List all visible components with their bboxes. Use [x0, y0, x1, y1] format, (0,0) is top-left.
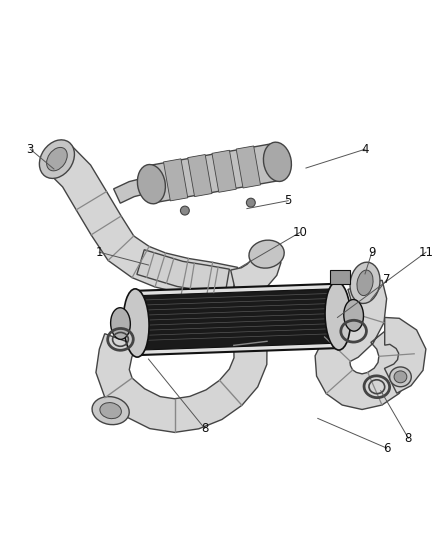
Ellipse shape — [325, 282, 351, 350]
Text: 3: 3 — [27, 143, 34, 156]
Text: 7: 7 — [383, 273, 390, 286]
Polygon shape — [385, 318, 426, 393]
Text: 10: 10 — [293, 226, 307, 239]
Bar — [330, 270, 350, 284]
Text: 11: 11 — [419, 246, 434, 259]
Polygon shape — [96, 306, 368, 432]
Polygon shape — [137, 250, 230, 295]
Ellipse shape — [111, 308, 131, 340]
Ellipse shape — [138, 165, 166, 204]
Polygon shape — [188, 155, 212, 197]
Polygon shape — [212, 150, 236, 192]
Ellipse shape — [247, 198, 255, 207]
Ellipse shape — [390, 367, 411, 387]
Ellipse shape — [180, 206, 189, 215]
Ellipse shape — [92, 397, 129, 425]
Ellipse shape — [394, 371, 407, 383]
Polygon shape — [148, 143, 281, 203]
Polygon shape — [44, 143, 237, 302]
Ellipse shape — [100, 402, 121, 418]
Ellipse shape — [46, 148, 67, 171]
Ellipse shape — [344, 300, 364, 331]
Polygon shape — [231, 254, 281, 300]
Ellipse shape — [263, 142, 291, 181]
Text: 9: 9 — [368, 246, 376, 259]
Ellipse shape — [357, 270, 373, 296]
Polygon shape — [113, 176, 153, 203]
Polygon shape — [139, 289, 335, 350]
Text: 4: 4 — [361, 143, 369, 156]
Polygon shape — [163, 159, 188, 201]
Polygon shape — [236, 146, 261, 188]
Ellipse shape — [39, 140, 74, 179]
Ellipse shape — [124, 289, 149, 357]
Ellipse shape — [249, 240, 284, 268]
Text: 8: 8 — [201, 422, 208, 435]
Polygon shape — [135, 284, 339, 355]
Text: 6: 6 — [383, 441, 390, 455]
Text: 8: 8 — [405, 432, 412, 445]
Text: 1: 1 — [95, 246, 103, 259]
Ellipse shape — [350, 262, 380, 303]
Polygon shape — [315, 280, 414, 409]
Text: 5: 5 — [285, 194, 292, 207]
